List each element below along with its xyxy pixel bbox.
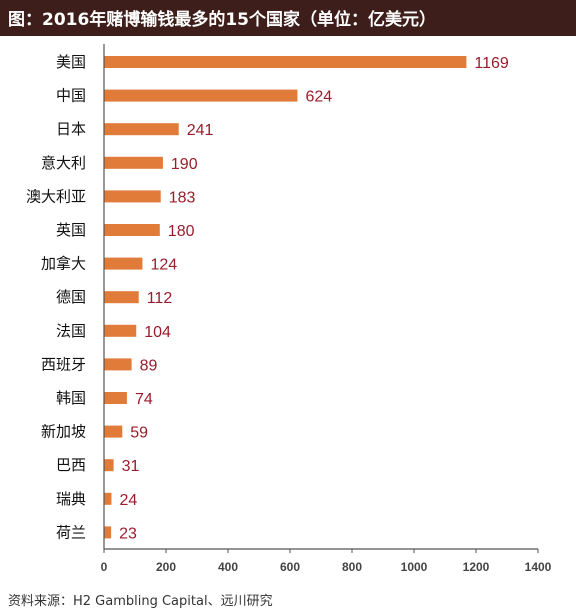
value-label: 183 — [169, 189, 196, 206]
x-tick-label: 1400 — [525, 560, 552, 574]
value-label: 124 — [150, 257, 177, 274]
value-label: 24 — [119, 492, 137, 509]
value-label: 31 — [122, 458, 140, 475]
category-label: 荷兰 — [56, 523, 86, 541]
bar-1 — [104, 56, 467, 68]
value-label: 241 — [187, 122, 214, 139]
x-tick-label: 400 — [218, 560, 238, 574]
x-tick-label: 1000 — [401, 560, 428, 574]
title-bar: 图：2016年赌博输钱最多的15个国家（单位：亿美元） — [0, 0, 576, 36]
source-note: 资料来源：H2 Gambling Capital、远川研究 — [8, 594, 273, 609]
value-label: 190 — [171, 156, 198, 173]
bar-8 — [104, 291, 139, 304]
bar-chart: 美国 1169 中国 624 日本 241 意大利 190 澳大利亚 183 英国 180 加拿大 124… — [26, 44, 552, 574]
bar-6 — [104, 224, 160, 236]
bar-3 — [104, 123, 179, 136]
category-label: 美国 — [56, 53, 86, 71]
bar-9 — [104, 324, 137, 337]
value-label: 23 — [119, 525, 137, 542]
category-label: 西班牙 — [41, 355, 86, 373]
bar-4 — [104, 156, 163, 169]
category-label: 新加坡 — [41, 423, 86, 441]
category-label: 德国 — [56, 288, 86, 306]
x-tick-label: 800 — [342, 560, 362, 574]
bar-10 — [104, 358, 132, 371]
category-label: 中国 — [56, 87, 86, 105]
chart-title: 图：2016年赌博输钱最多的15个国家（单位：亿美元） — [8, 10, 436, 30]
bar-7 — [104, 257, 143, 270]
category-label: 加拿大 — [41, 255, 86, 273]
bar-14 — [104, 492, 112, 505]
x-tick-label: 200 — [156, 560, 176, 574]
bar-11 — [104, 392, 127, 404]
bar-2 — [104, 89, 298, 102]
category-label: 澳大利亚 — [26, 187, 86, 205]
x-tick-label: 0 — [101, 560, 108, 574]
bar-15 — [104, 526, 112, 539]
category-label: 韩国 — [56, 389, 86, 407]
value-label: 59 — [130, 425, 148, 442]
value-label: 180 — [168, 223, 195, 240]
value-label: 104 — [144, 324, 171, 341]
value-label: 624 — [305, 89, 332, 106]
value-label: 74 — [135, 391, 153, 408]
value-label: 1169 — [474, 55, 509, 72]
category-label: 瑞典 — [56, 490, 86, 508]
category-label: 意大利 — [41, 154, 86, 172]
category-label: 英国 — [56, 221, 86, 239]
category-label: 法国 — [56, 322, 86, 340]
category-label: 日本 — [56, 120, 86, 138]
bar-5 — [104, 190, 161, 203]
category-label: 巴西 — [56, 456, 86, 474]
value-label: 112 — [147, 290, 173, 307]
x-tick-label: 1200 — [463, 560, 490, 574]
x-tick-label: 600 — [280, 560, 300, 574]
bar-13 — [104, 459, 114, 472]
value-label: 89 — [140, 357, 158, 374]
bar-12 — [104, 425, 123, 438]
